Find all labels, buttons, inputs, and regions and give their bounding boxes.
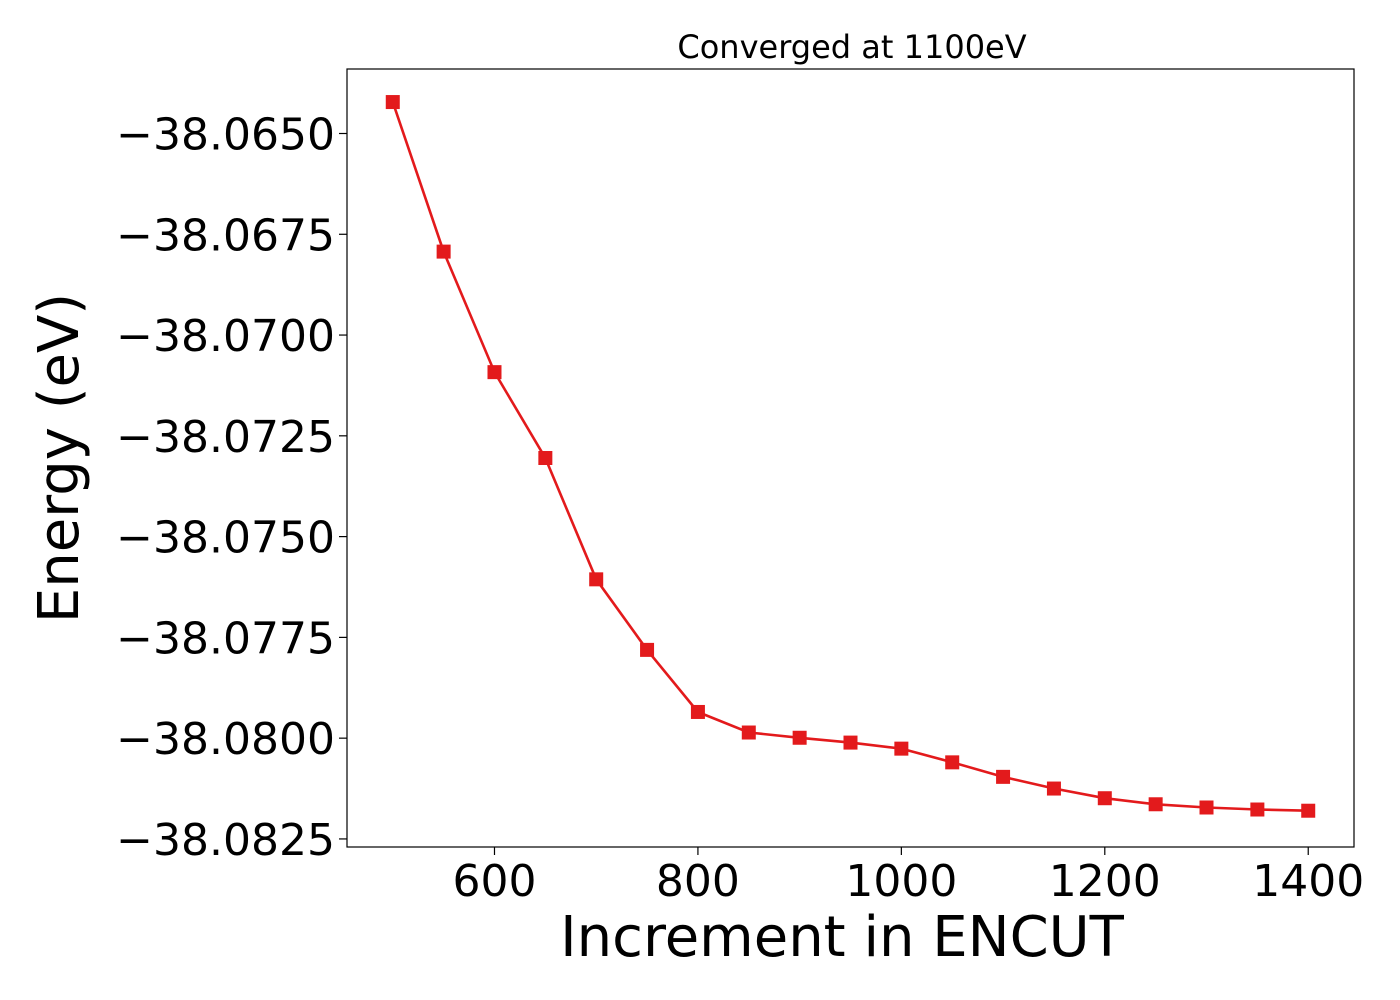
series-line xyxy=(391,101,1309,812)
data-point-marker xyxy=(589,572,604,587)
data-point-marker xyxy=(1097,791,1112,806)
data-point-marker xyxy=(996,769,1011,784)
chart-title: Converged at 1100eV xyxy=(677,28,1026,66)
data-point-marker xyxy=(690,704,705,719)
x-tick-label: 600 xyxy=(452,856,536,907)
y-axis-ticks: −38.0650 −38.0675 −38.0700 −38.0725 −38.0750… xyxy=(116,109,347,866)
x-tick-label: 1000 xyxy=(845,856,957,907)
x-axis-label: Increment in ENCUT xyxy=(560,905,1125,970)
y-tick-label: −38.0750 xyxy=(116,513,335,564)
y-tick-label: −38.0725 xyxy=(116,412,335,463)
y-tick-label: −38.0675 xyxy=(116,210,335,261)
x-tick-label: 1400 xyxy=(1252,856,1364,907)
y-tick-label: −38.0775 xyxy=(116,613,335,664)
data-point-marker xyxy=(1250,802,1265,817)
data-point-marker xyxy=(436,244,451,259)
data-point-marker xyxy=(538,451,553,465)
data-point-marker xyxy=(894,741,909,756)
x-tick-label: 1200 xyxy=(1049,856,1161,907)
data-point-marker xyxy=(487,365,502,380)
data-point-marker xyxy=(1199,800,1214,815)
data-point-marker xyxy=(741,725,756,740)
y-axis-label: Energy (eV) xyxy=(27,293,92,623)
x-tick-label: 800 xyxy=(656,856,740,907)
x-axis-ticks: 600 800 1000 1200 1400 xyxy=(452,847,1364,907)
data-point-marker xyxy=(843,735,858,750)
data-point-marker xyxy=(385,95,400,110)
data-point-marker xyxy=(1148,797,1163,812)
data-point-marker xyxy=(640,642,655,657)
data-point-marker xyxy=(945,755,960,770)
y-tick-label: −38.0800 xyxy=(116,714,335,765)
y-tick-label: −38.0650 xyxy=(116,109,335,160)
plot-area-frame xyxy=(346,68,1355,848)
y-tick-label: −38.0700 xyxy=(116,311,335,362)
data-point-marker xyxy=(1301,803,1316,818)
data-point-marker xyxy=(1046,781,1061,796)
data-point-marker xyxy=(792,730,807,745)
y-tick-label: −38.0825 xyxy=(116,815,335,866)
series-layer xyxy=(385,95,1316,818)
